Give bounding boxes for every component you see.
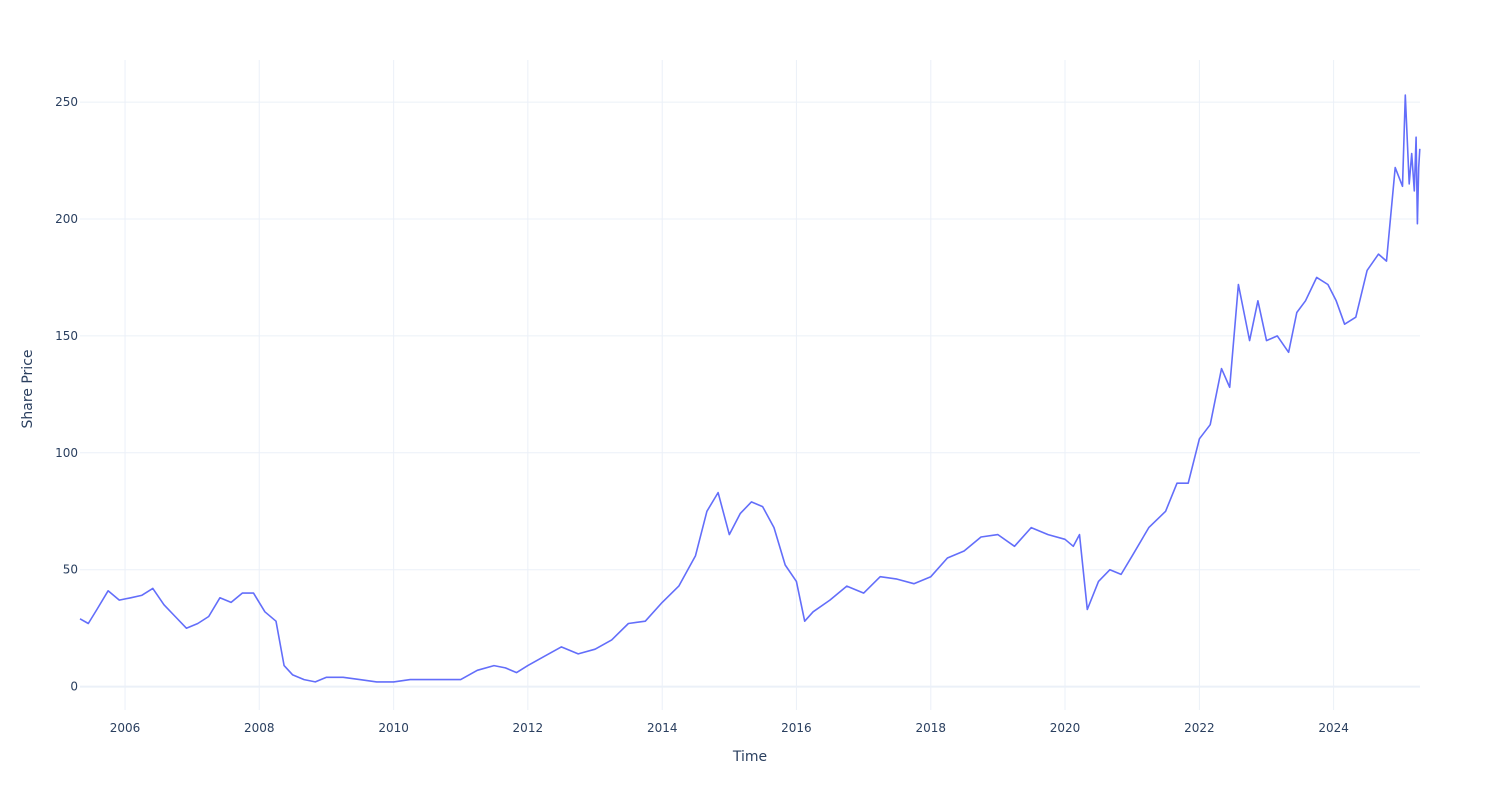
y-axis-ticks: 0 50 100 150 200 250	[55, 95, 78, 694]
y-tick-label: 100	[55, 446, 78, 460]
x-tick-label: 2022	[1184, 721, 1215, 735]
x-tick-label: 2012	[513, 721, 544, 735]
x-tick-label: 2024	[1318, 721, 1349, 735]
x-tick-label: 2006	[110, 721, 141, 735]
x-tick-label: 2014	[647, 721, 678, 735]
x-axis-title: Time	[732, 749, 767, 765]
y-tick-label: 150	[55, 329, 78, 343]
y-tick-label: 250	[55, 95, 78, 109]
x-axis-ticks: 2006 2008 2010 2012 2014 2016 2018 2020 2022 2024	[110, 721, 1349, 735]
y-tick-label: 50	[63, 563, 78, 577]
x-tick-label: 2016	[781, 721, 812, 735]
x-tick-label: 2018	[916, 721, 947, 735]
x-tick-label: 2010	[378, 721, 409, 735]
price-line-series-0	[79, 94, 1421, 683]
x-tick-label: 2020	[1050, 721, 1081, 735]
y-tick-label: 0	[70, 680, 78, 694]
x-tick-label: 2008	[244, 721, 275, 735]
y-axis-title: Share Price	[20, 349, 36, 428]
y-tick-label: 200	[55, 212, 78, 226]
line-layer	[79, 94, 1421, 683]
